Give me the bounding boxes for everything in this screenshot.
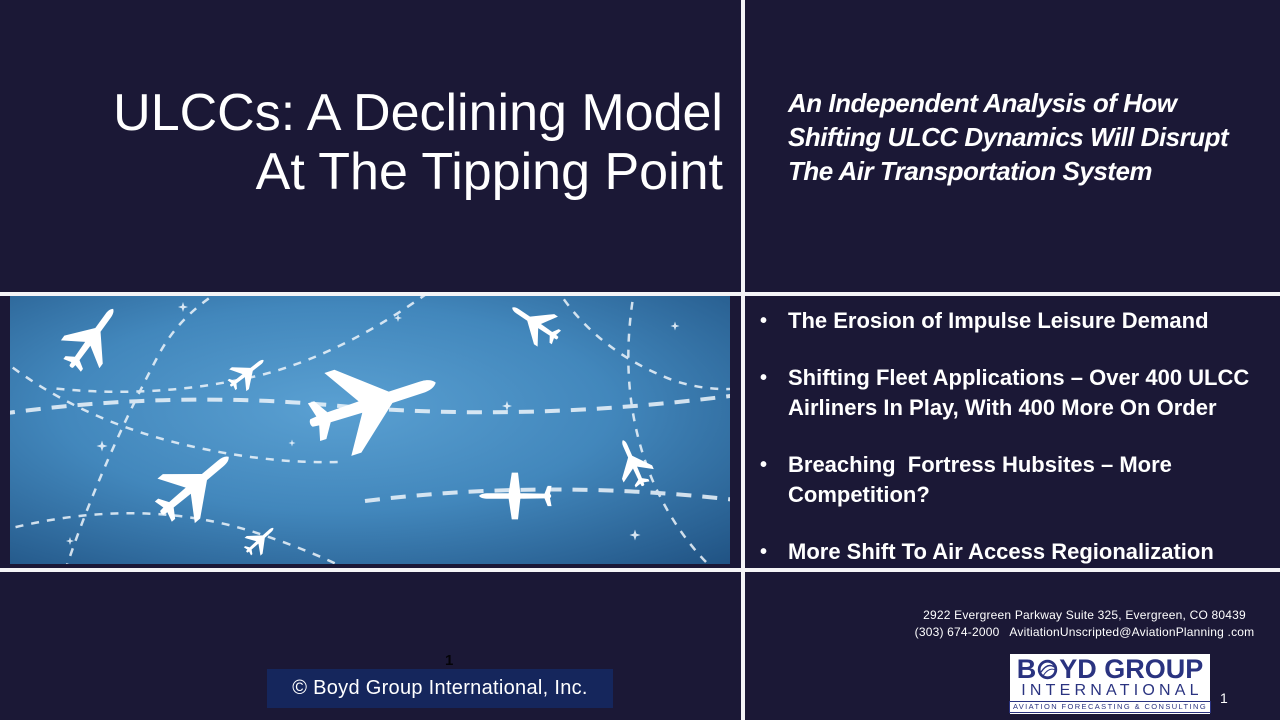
flight-path: [10, 364, 341, 464]
flight-path: [10, 511, 340, 564]
bullet-marker: •: [760, 541, 768, 563]
logo-wordmark: B YD GROUP: [1017, 656, 1204, 683]
bullet-item: • Shifting Fleet Applications – Over 400…: [760, 363, 1272, 423]
stray-page-number: 1: [445, 652, 454, 669]
airplanes-illustration: [10, 296, 730, 564]
page-title: ULCCs: A Declining Model At The Tipping …: [0, 84, 723, 202]
contact-phone-email: (303) 674-2000 AvitiationUnscripted@Avia…: [914, 625, 1255, 639]
logo-international: INTERNATIONAL: [1021, 682, 1203, 699]
logo-word-post: YD GROUP: [1059, 654, 1204, 684]
flight-path: [10, 393, 730, 415]
flight-path: [49, 296, 426, 394]
logo-tagline: AVIATION FORECASTING & CONSULTING: [1008, 701, 1212, 713]
copyright-text: © Boyd Group International, Inc.: [292, 677, 588, 699]
subtitle-line-1: An Independent Analysis of How: [788, 88, 1177, 118]
flight-path: [364, 487, 730, 503]
bullet-line: Shifting Fleet Applications – Over 400 U…: [788, 365, 1250, 390]
bullet-item: • More Shift To Air Access Regionalizati…: [760, 537, 1272, 567]
flight-path: [560, 296, 730, 391]
flight-path: [66, 296, 215, 564]
subtitle: An Independent Analysis of How Shifting …: [788, 86, 1280, 188]
page-number: 1: [1220, 690, 1228, 706]
bullet-item: • The Erosion of Impulse Leisure Demand: [760, 306, 1272, 336]
bullet-item: • Breaching Fortress Hubsites – More Com…: [760, 450, 1272, 510]
title-line-1: ULCCs: A Declining Model: [113, 84, 723, 142]
boyd-group-logo: B YD GROUP INTERNATIONAL AVIATION FORECA…: [1008, 654, 1212, 714]
logo-word-pre: B: [1016, 654, 1037, 684]
bullet-line: The Erosion of Impulse Leisure Demand: [788, 308, 1209, 333]
subtitle-line-2: Shifting ULCC Dynamics Will Disrupt: [788, 122, 1229, 152]
bullet-marker: •: [760, 310, 768, 332]
horizontal-divider-bottom: [0, 568, 1280, 572]
bullet-line: Breaching Fortress Hubsites – More: [788, 452, 1172, 477]
horizontal-divider-top: [0, 292, 1280, 296]
title-line-2: At The Tipping Point: [255, 143, 723, 201]
contact-info: 2922 Evergreen Parkway Suite 325, Evergr…: [912, 607, 1257, 641]
bullet-marker: •: [760, 454, 768, 476]
subtitle-line-3: The Air Transportation System: [788, 156, 1153, 186]
flight-paths: [10, 296, 730, 564]
bullet-list: • The Erosion of Impulse Leisure Demand …: [760, 306, 1272, 594]
bullet-line: Competition?: [788, 482, 930, 507]
bullet-line: Airliners In Play, With 400 More On Orde…: [788, 395, 1217, 420]
copyright-box: © Boyd Group International, Inc.: [267, 669, 613, 708]
vertical-divider: [741, 0, 745, 720]
bullet-line: More Shift To Air Access Regionalization: [788, 539, 1214, 564]
bullet-marker: •: [760, 367, 768, 389]
contact-address: 2922 Evergreen Parkway Suite 325, Evergr…: [923, 608, 1246, 622]
globe-icon: [1038, 659, 1058, 680]
